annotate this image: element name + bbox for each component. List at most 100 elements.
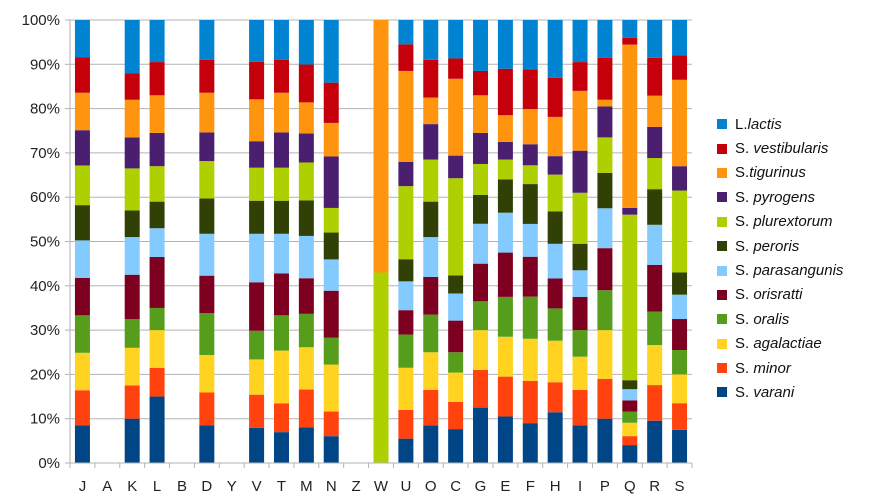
- bar-segment: [672, 294, 688, 320]
- bar-segment: [547, 116, 563, 157]
- bar-segment: [647, 224, 663, 265]
- bar-segment: [622, 400, 638, 412]
- bar-segment: [672, 272, 688, 295]
- bar-segment: [448, 275, 464, 294]
- y-tick-label: 100%: [22, 12, 60, 29]
- bar-segment: [199, 92, 215, 133]
- bar-segment: [497, 141, 513, 160]
- bar-segment: [522, 256, 538, 297]
- bar-segment: [124, 20, 140, 74]
- bar-segment: [522, 338, 538, 381]
- bar-segment: [398, 259, 414, 282]
- bar-segment: [149, 307, 165, 331]
- y-tick-label: 20%: [30, 366, 60, 383]
- legend-label: L.lactis: [735, 115, 782, 133]
- legend-item: L.lactis: [717, 112, 877, 136]
- x-category-label: E: [500, 478, 510, 495]
- bar-segment: [497, 296, 513, 337]
- bar-segment: [473, 163, 489, 195]
- y-tick-label: 60%: [30, 189, 60, 206]
- bar-segment: [497, 179, 513, 213]
- legend-swatch: [717, 363, 727, 374]
- bar-segment: [473, 194, 489, 224]
- bar-segment: [74, 315, 90, 353]
- bar-segment: [497, 252, 513, 297]
- bar-segment: [497, 159, 513, 180]
- bar-segment: [273, 315, 289, 351]
- bar-segment: [647, 189, 663, 225]
- bar-segment: [149, 396, 165, 463]
- bar-segment: [448, 352, 464, 373]
- bar-segment: [572, 20, 588, 63]
- bar-segment: [74, 92, 90, 131]
- bar-segment: [273, 132, 289, 168]
- bar-segment: [597, 330, 613, 379]
- bar-segment: [74, 205, 90, 241]
- x-category-label: T: [277, 478, 286, 495]
- bar-segment: [124, 274, 140, 320]
- bar-segment: [448, 293, 464, 321]
- legend-swatch: [717, 265, 727, 276]
- bar-segment: [199, 161, 215, 199]
- bar-segment: [124, 237, 140, 275]
- bar-segment: [622, 422, 638, 437]
- bar-segment: [622, 20, 638, 38]
- bar-segment: [597, 418, 613, 463]
- bar-segment: [448, 401, 464, 430]
- bar-segment: [672, 20, 688, 56]
- bar-segment: [597, 208, 613, 249]
- bar-segment: [124, 137, 140, 169]
- bar-segment: [273, 59, 289, 93]
- x-category-label: I: [578, 478, 582, 495]
- bar-segment: [423, 159, 439, 202]
- bar-segment: [273, 233, 289, 274]
- bar-segment: [398, 438, 414, 463]
- bar-segment: [547, 308, 563, 341]
- bar-segment: [572, 330, 588, 357]
- bar-segment: [423, 314, 439, 353]
- bar-segment: [298, 64, 314, 103]
- bar-segment: [74, 240, 90, 278]
- bar-segment: [124, 418, 140, 463]
- bar-segment: [249, 233, 265, 283]
- bar-segment: [547, 382, 563, 413]
- bar-segment: [473, 223, 489, 264]
- bar-segment: [149, 20, 165, 63]
- bar-segment: [323, 290, 339, 338]
- bar-segment: [423, 59, 439, 98]
- bar-segment: [398, 310, 414, 335]
- legend-label: S. agalactiae: [735, 335, 822, 353]
- bar-segment: [298, 162, 314, 201]
- y-tick-label: 80%: [30, 101, 60, 118]
- bar-segment: [298, 347, 314, 390]
- bar-segment: [448, 320, 464, 353]
- bar-segment: [124, 99, 140, 138]
- bar-segment: [149, 330, 165, 368]
- bar-segment: [622, 44, 638, 208]
- bar-segment: [423, 201, 439, 238]
- bar-segment: [423, 352, 439, 390]
- axes: [69, 20, 693, 468]
- bar-segment: [398, 367, 414, 410]
- bar-segment: [497, 416, 513, 463]
- bar-segment: [249, 359, 265, 395]
- bar-segment: [647, 95, 663, 127]
- bar-segment: [74, 277, 90, 316]
- bar-segment: [647, 126, 663, 159]
- bar-segment: [473, 263, 489, 302]
- legend-label: S. pyrogens: [735, 188, 816, 206]
- bar-segment: [199, 392, 215, 426]
- bar-segment: [473, 95, 489, 133]
- bar-segment: [572, 356, 588, 390]
- bar-segment: [572, 389, 588, 426]
- bar-segment: [199, 313, 215, 356]
- bar-segment: [672, 350, 688, 375]
- legend-item: S. parasangunis: [717, 258, 877, 282]
- bar-segment: [423, 124, 439, 160]
- bar-segment: [273, 167, 289, 201]
- bar-segment: [323, 337, 339, 365]
- bar-segment: [647, 20, 663, 58]
- y-tick-label: 0%: [38, 455, 60, 472]
- bar-segment: [572, 90, 588, 151]
- bar-segment: [323, 436, 339, 463]
